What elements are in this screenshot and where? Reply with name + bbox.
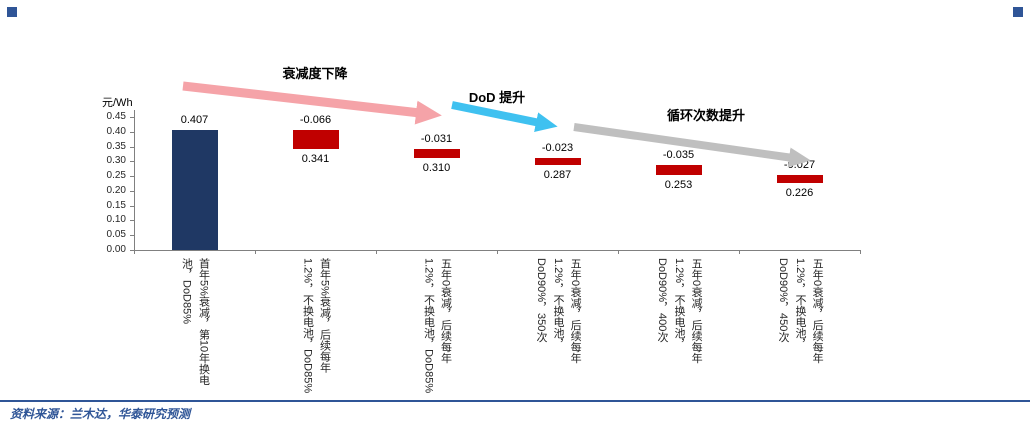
y-tick-label: 0.25 <box>106 170 126 182</box>
x-tick-mark <box>860 250 861 254</box>
result-value-label: 0.226 <box>785 187 814 200</box>
y-tick-mark <box>130 190 134 192</box>
bar-value-label: 0.407 <box>180 113 209 126</box>
x-axis-category-label: 五年0衰减，后续每年1.2%，不换电池，DoD90%，400次 <box>655 258 703 364</box>
x-tick-mark <box>376 250 377 254</box>
y-tick-mark <box>130 161 134 163</box>
corner-marker-left <box>7 7 17 17</box>
delta-value-label: -0.027 <box>783 159 816 172</box>
y-tick-mark <box>130 117 134 118</box>
result-value-label: 0.287 <box>543 169 572 182</box>
delta-value-label: -0.035 <box>662 149 695 162</box>
footer-divider <box>0 400 1030 402</box>
x-tick-mark <box>134 250 135 254</box>
y-tick-mark <box>130 220 134 222</box>
y-tick-mark <box>130 250 134 251</box>
delta-value-label: -0.023 <box>541 142 574 155</box>
total-bar <box>171 129 218 250</box>
result-value-label: 0.310 <box>422 162 451 175</box>
x-axis-category-label: 五年0衰减，后续每年1.2%，不换电池，DoD90%，350次 <box>534 258 582 364</box>
y-tick-label: 0.10 <box>106 214 126 226</box>
annotation-dod-improve: DoD 提升 <box>468 90 526 105</box>
y-tick-label: 0.35 <box>106 140 126 152</box>
result-value-label: 0.341 <box>301 153 330 166</box>
y-tick-label: 0.30 <box>106 155 126 167</box>
y-tick-label: 0.15 <box>106 199 126 211</box>
annotation-cycle-count: 循环次数提升 <box>666 108 746 123</box>
y-tick-mark <box>130 131 134 133</box>
y-tick-label: 0.45 <box>106 111 126 122</box>
y-tick-mark <box>130 235 134 237</box>
delta-value-label: -0.031 <box>420 133 453 146</box>
x-tick-mark <box>739 250 740 254</box>
delta-bar <box>292 129 339 150</box>
x-axis-category-label: 首年5%衰减，第10年换电池，DoD85% <box>180 258 210 386</box>
delta-bar <box>534 158 581 166</box>
x-axis-category-label: 五年0衰减，后续每年1.2%，不换电池，DoD85% <box>422 258 452 394</box>
x-axis-category-label: 五年0衰减，后续每年1.2%，不换电池，DoD90%，450次 <box>776 258 824 364</box>
y-tick-mark <box>130 146 134 148</box>
y-tick-label: 0.20 <box>106 184 126 196</box>
corner-marker-right <box>1013 7 1023 17</box>
y-tick-mark <box>130 205 134 207</box>
source-note: 资料来源：兰木达，华泰研究预测 <box>10 407 191 421</box>
y-axis-unit-label: 元/Wh <box>102 97 133 109</box>
y-tick-mark <box>130 176 134 178</box>
x-tick-mark <box>255 250 256 254</box>
delta-bar <box>776 175 823 184</box>
annotation-decay-decline: 衰减度下降 <box>282 66 348 81</box>
delta-value-label: -0.066 <box>299 113 332 126</box>
x-tick-mark <box>618 250 619 254</box>
delta-bar <box>413 149 460 159</box>
delta-bar <box>655 165 702 176</box>
x-axis-category-label: 首年5%衰减，后续每年1.2%，不换电池，DoD85% <box>301 258 331 394</box>
y-tick-label: 0.00 <box>106 244 126 255</box>
y-tick-label: 0.40 <box>106 125 126 137</box>
result-value-label: 0.253 <box>664 179 693 192</box>
x-tick-mark <box>497 250 498 254</box>
y-tick-label: 0.05 <box>106 229 126 241</box>
y-axis-line <box>134 110 135 251</box>
